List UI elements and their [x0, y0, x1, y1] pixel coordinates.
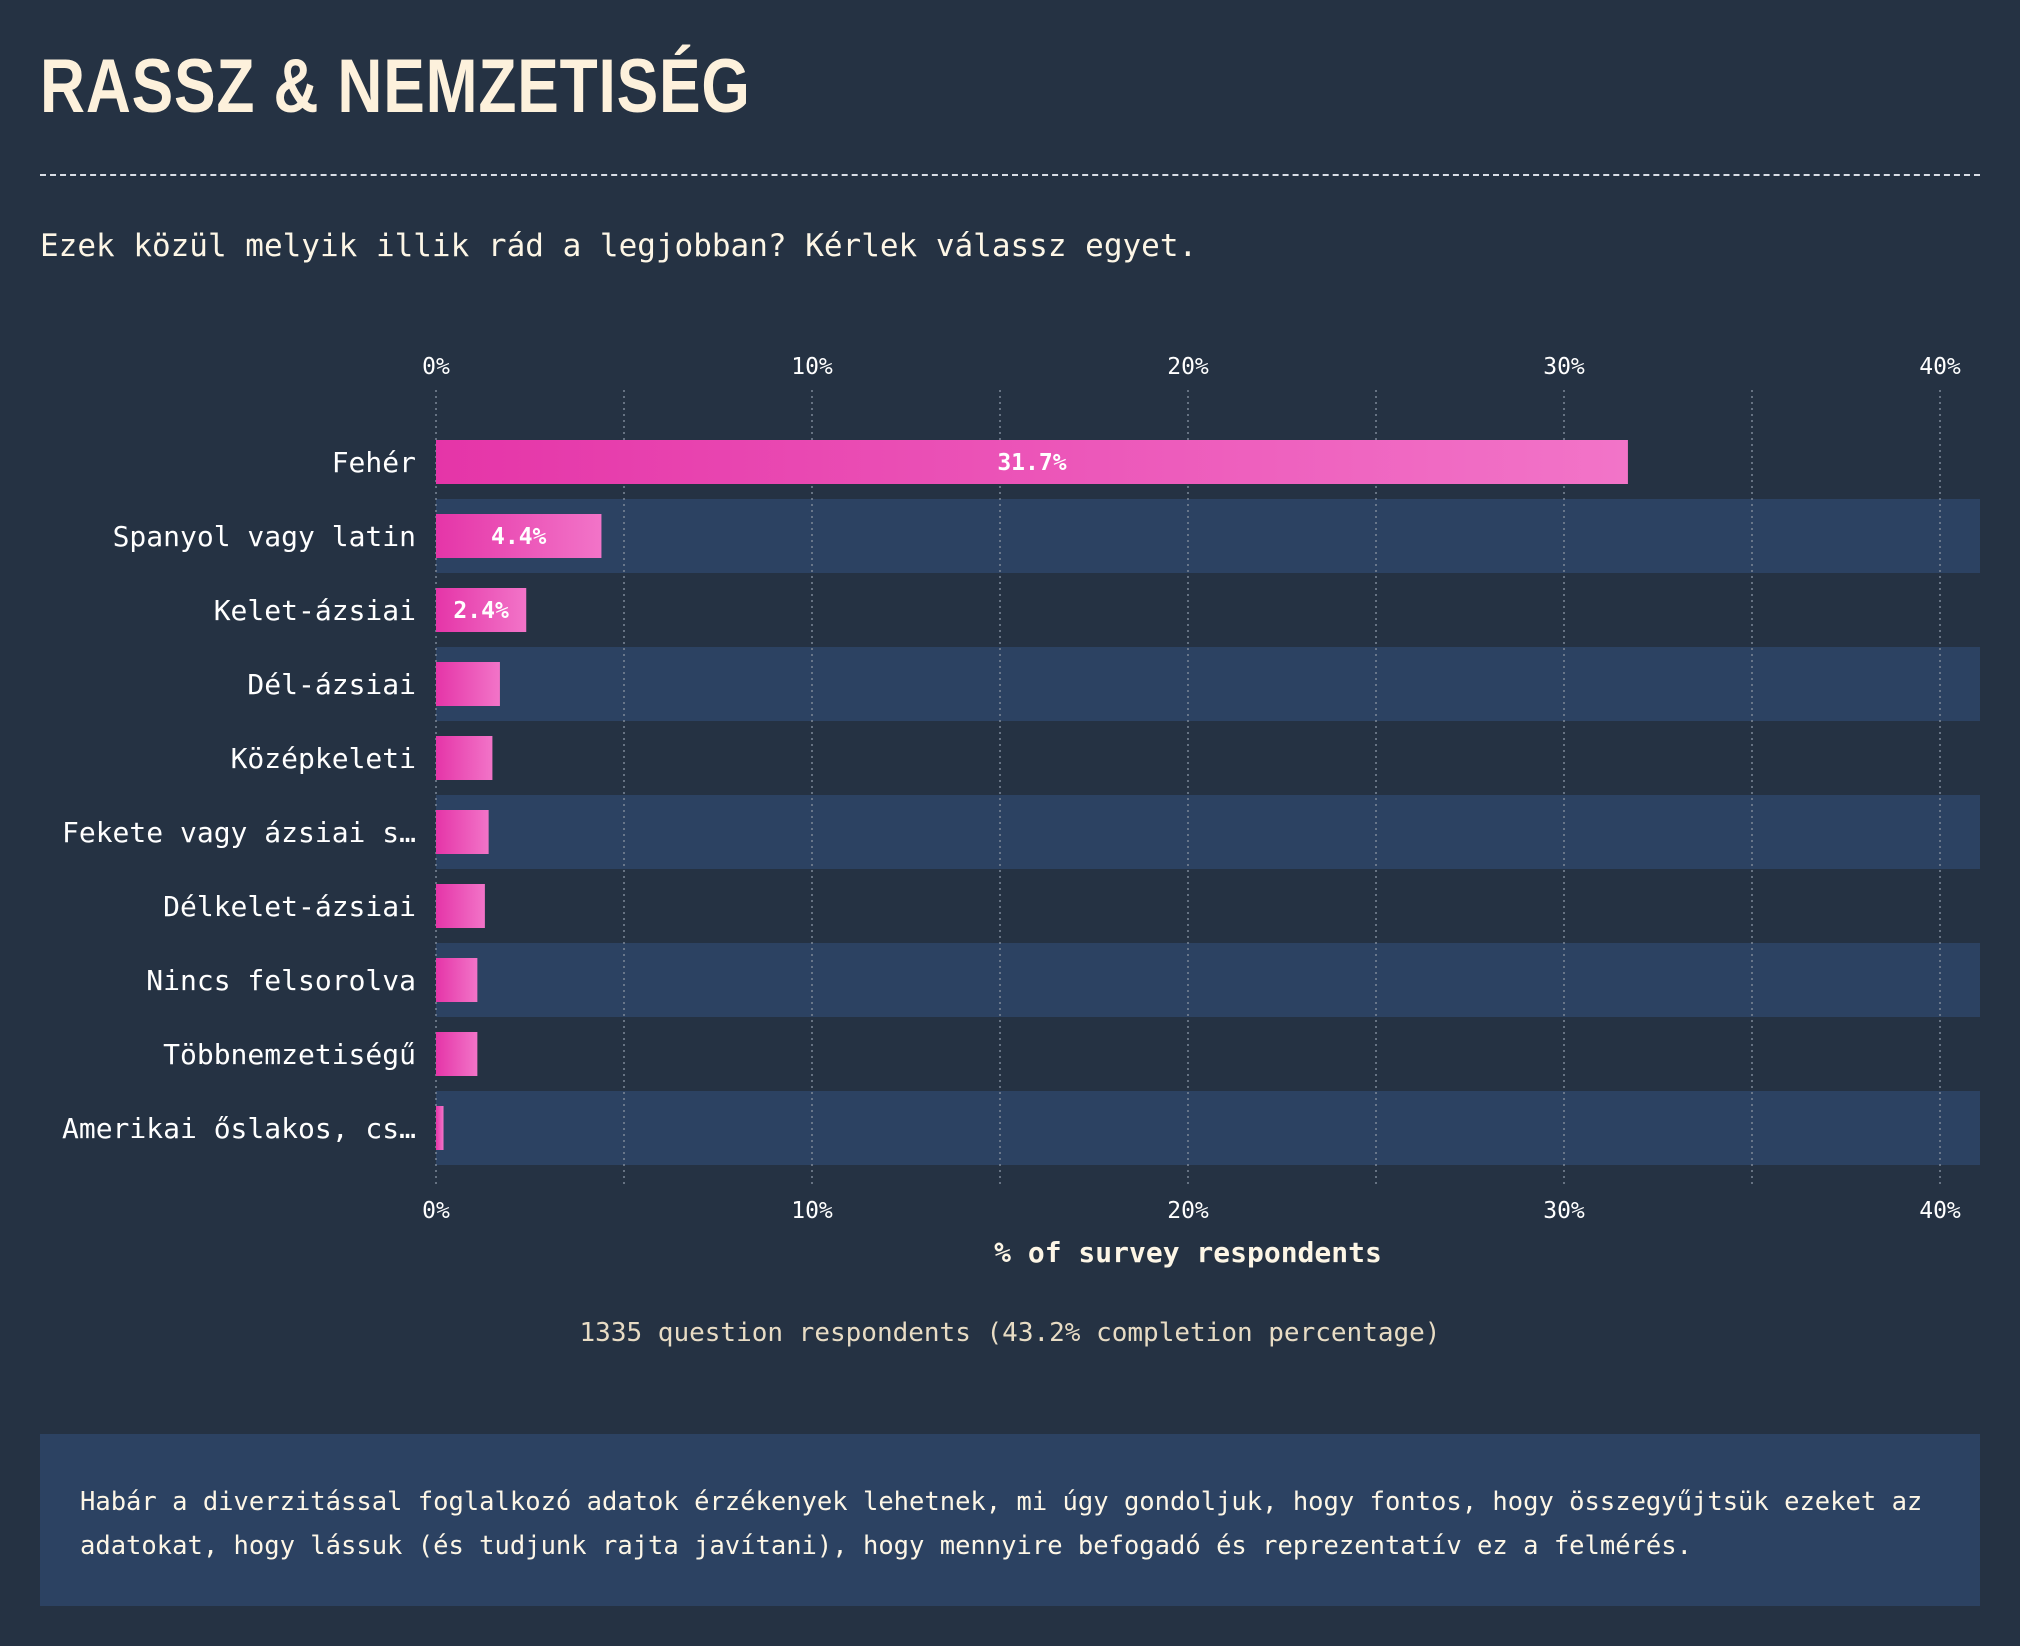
category-label: Középkeleti — [231, 742, 416, 775]
category-labels: Fehér Spanyol vagy latin Kelet-ázsiai Dél-á… — [62, 446, 416, 1145]
bar — [436, 884, 485, 928]
row-band — [436, 647, 1980, 721]
bar — [436, 810, 489, 854]
tick-label-bottom: 10% — [791, 1198, 833, 1224]
category-label: Fehér — [332, 446, 416, 479]
diversity-note-text: Habár a diverzitással foglalkozó adatok … — [80, 1487, 1923, 1561]
row-band — [436, 943, 1980, 1017]
title-divider — [40, 174, 1980, 176]
category-label: Fekete vagy ázsiai s… — [62, 816, 416, 849]
category-label: Többnemzetiségű — [163, 1038, 416, 1071]
survey-question: Ezek közül melyik illik rád a legjobban?… — [40, 228, 1198, 264]
gridlines — [435, 390, 1941, 1185]
tick-label-bottom: 40% — [1919, 1198, 1961, 1224]
bar — [436, 1106, 444, 1150]
bar — [436, 514, 602, 558]
bars — [436, 440, 1628, 1150]
category-label: Kelet-ázsiai — [214, 594, 416, 627]
bar — [436, 588, 527, 632]
value-label: 4.4% — [491, 524, 547, 550]
tick-label-bottom: 30% — [1543, 1198, 1585, 1224]
tick-label-top: 10% — [791, 354, 833, 380]
bar — [436, 736, 493, 780]
row-band — [436, 1091, 1980, 1165]
value-label: 31.7% — [997, 450, 1066, 476]
category-label: Dél-ázsiai — [247, 668, 416, 701]
bar — [436, 440, 1628, 484]
value-label: 2.4% — [453, 598, 509, 624]
tick-label-bottom: 0% — [422, 1198, 450, 1224]
bar-chart: 0% 10% 20% 30% 40% 0% 10% 20% 30% 40% Fehér Spany… — [62, 354, 1980, 1269]
value-labels: 31.7% 4.4% 2.4% — [453, 450, 1066, 624]
category-label: Nincs felsorolva — [146, 964, 416, 997]
category-label: Amerikai őslakos, cs… — [62, 1112, 416, 1145]
top-axis-ticks: 0% 10% 20% 30% 40% — [422, 354, 1961, 380]
tick-label-top: 20% — [1167, 354, 1209, 380]
bar — [436, 1032, 478, 1076]
tick-label-top: 30% — [1543, 354, 1585, 380]
category-label: Délkelet-ázsiai — [163, 890, 416, 923]
row-bands — [436, 499, 1980, 1165]
tick-label-bottom: 20% — [1167, 1198, 1209, 1224]
tick-label-top: 0% — [422, 354, 450, 380]
x-axis-title: % of survey respondents — [994, 1236, 1382, 1269]
bar — [436, 662, 500, 706]
tick-label-top: 40% — [1919, 354, 1961, 380]
diversity-note-box: Habár a diverzitással foglalkozó adatok … — [40, 1434, 1980, 1606]
row-band — [436, 795, 1980, 869]
page-title: RASSZ & NEMZETISÉG — [40, 44, 751, 129]
category-label: Spanyol vagy latin — [113, 520, 416, 553]
respondent-count: 1335 question respondents (43.2% complet… — [579, 1318, 1441, 1348]
row-band — [436, 499, 1980, 573]
bottom-axis-ticks: 0% 10% 20% 30% 40% — [422, 1198, 1961, 1224]
bar — [436, 958, 478, 1002]
